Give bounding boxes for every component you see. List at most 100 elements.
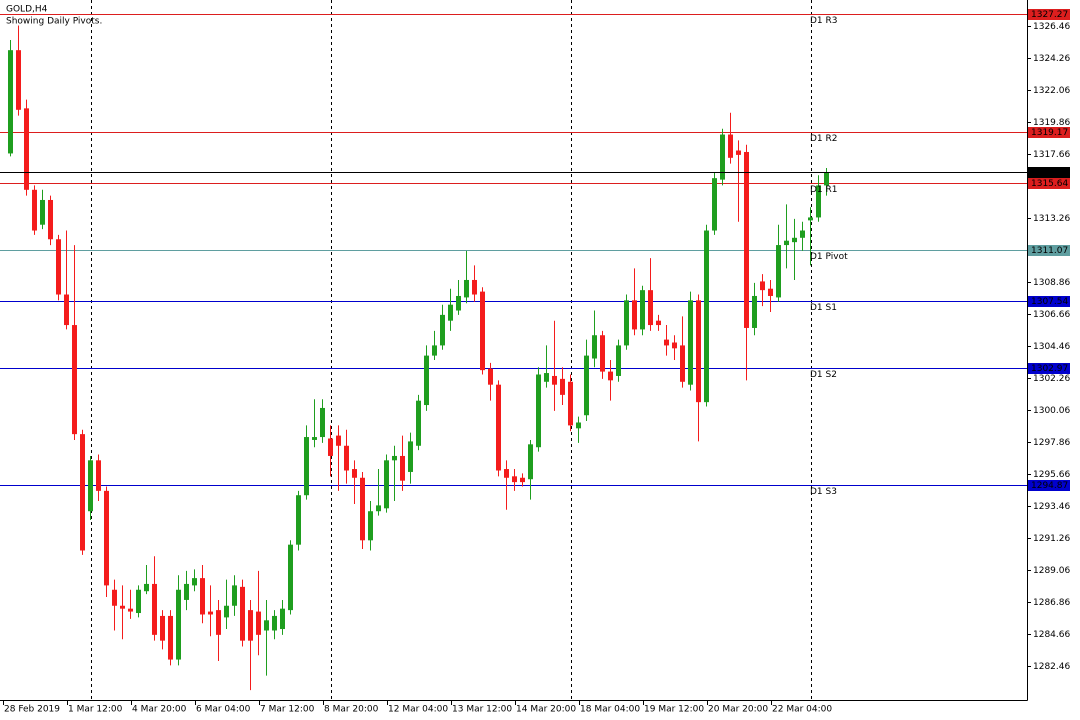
price-box-label: 1302.97	[1031, 364, 1068, 374]
candle-body	[328, 438, 333, 456]
price-box-label: 1311.07	[1031, 246, 1068, 256]
y-tick-label: 1286.86	[1033, 598, 1070, 608]
y-tick-label: 1326.46	[1033, 22, 1070, 32]
y-tick-label: 1293.46	[1033, 502, 1070, 512]
candle-body	[768, 288, 773, 296]
candle-body	[248, 610, 253, 641]
candle-body	[640, 290, 645, 330]
current-price-label: 1316.42	[1031, 168, 1068, 178]
candle-body	[168, 615, 173, 660]
candle-body	[712, 178, 717, 231]
price-box	[1028, 245, 1070, 256]
y-tick-label: 1291.26	[1033, 534, 1070, 544]
candle-body	[464, 279, 469, 298]
candle-body	[488, 368, 493, 385]
price-box	[1028, 127, 1070, 138]
candle-body	[432, 345, 437, 356]
candle-body	[720, 134, 725, 180]
y-tick-label: 1304.46	[1033, 342, 1070, 352]
candle-body	[624, 300, 629, 346]
x-tick-label: 14 Mar 20:00	[516, 705, 576, 715]
candle-body	[616, 345, 621, 376]
candle-body	[520, 477, 525, 483]
candle-body	[816, 185, 821, 218]
candle-body	[264, 620, 269, 631]
candle-body	[528, 444, 533, 480]
x-tick-label: 6 Mar 04:00	[196, 705, 251, 715]
candle-body	[664, 339, 669, 346]
price-box	[1028, 296, 1070, 307]
x-tick-label: 18 Mar 04:00	[580, 705, 640, 715]
candle-body	[728, 134, 733, 158]
x-tick-label: 4 Mar 20:00	[132, 705, 187, 715]
candle-body	[760, 281, 765, 291]
y-tick-label: 1302.26	[1033, 374, 1070, 384]
candle-body	[120, 605, 125, 609]
y-tick-label: 1313.26	[1033, 214, 1070, 224]
candle-body	[368, 511, 373, 541]
candle-body	[560, 378, 565, 395]
candle-body	[216, 610, 221, 635]
candle-body	[224, 605, 229, 618]
candle-body	[48, 199, 53, 240]
plot	[0, 14, 1027, 691]
candle-body	[384, 460, 389, 509]
candle-body	[256, 611, 261, 635]
y-tick-label: 1289.06	[1033, 566, 1070, 576]
x-tick-label: 8 Mar 20:00	[324, 705, 379, 715]
price-box	[1028, 167, 1070, 178]
y-tick-label: 1317.66	[1033, 150, 1070, 160]
y-tick-label: 1295.66	[1033, 470, 1070, 480]
candle-body	[32, 189, 37, 231]
x-tick-label: 22 Mar 04:00	[772, 705, 832, 715]
candle-body	[136, 589, 141, 614]
candle-body	[104, 490, 109, 586]
x-tick-label: 20 Mar 20:00	[708, 705, 768, 715]
candle-body	[296, 495, 301, 545]
candle-body	[808, 217, 813, 221]
price-box	[1028, 9, 1070, 20]
candle-body	[744, 151, 749, 328]
chart-title: GOLD,H4	[6, 5, 48, 15]
candle-body	[232, 585, 237, 606]
pivot-name: D1 Pivot	[810, 252, 848, 262]
candle-body	[336, 435, 341, 446]
candle-body	[648, 290, 653, 326]
candle-body	[704, 230, 709, 403]
candle-body	[304, 437, 309, 496]
candle-body	[424, 355, 429, 406]
candle-body	[176, 589, 181, 660]
candle-body	[696, 300, 701, 403]
x-tick-label: 19 Mar 12:00	[644, 705, 704, 715]
price-box-label: 1294.87	[1031, 481, 1068, 491]
candle-body	[568, 381, 573, 426]
candle-body	[672, 342, 677, 349]
candle-body	[800, 230, 805, 238]
candle-body	[344, 445, 349, 471]
y-tick-label: 1319.86	[1033, 118, 1070, 128]
pivot-name: D1 R1	[810, 185, 838, 195]
candle-body	[392, 455, 397, 461]
price-box-label: 1315.64	[1031, 179, 1068, 189]
x-tick-label: 7 Mar 12:00	[260, 705, 315, 715]
candle-body	[152, 583, 157, 635]
candle-body	[448, 304, 453, 321]
pivot-name: D1 S3	[810, 487, 837, 497]
candle-body	[128, 608, 133, 612]
candle-body	[56, 239, 61, 295]
candle-body	[512, 476, 517, 483]
candle-body	[656, 320, 661, 326]
candle-body	[184, 583, 189, 600]
y-tick-label: 1282.46	[1033, 662, 1070, 672]
candle-body	[16, 50, 21, 110]
x-tick-label: 1 Mar 12:00	[68, 705, 123, 715]
price-box	[1028, 363, 1070, 374]
candle-body	[8, 50, 13, 154]
candle-body	[80, 434, 85, 551]
candle-body	[280, 608, 285, 630]
candle-body	[416, 400, 421, 446]
candle-body	[480, 291, 485, 371]
candle-body	[96, 460, 101, 491]
candle-body	[144, 583, 149, 592]
